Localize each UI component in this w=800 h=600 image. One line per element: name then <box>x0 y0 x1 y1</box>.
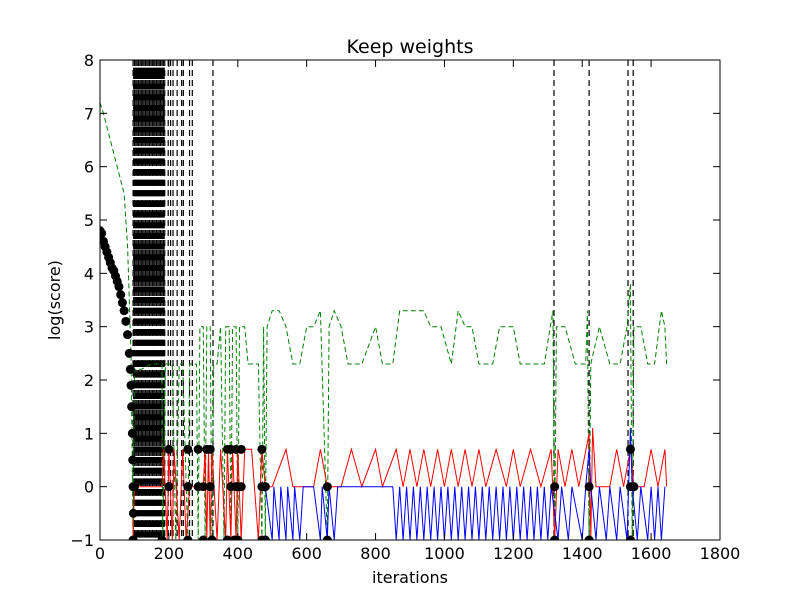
x-tick-label: 600 <box>291 544 322 563</box>
data-point <box>157 535 167 540</box>
data-point <box>117 298 127 308</box>
data-point <box>207 535 217 540</box>
x-axis-label: iterations <box>372 568 448 587</box>
chart-title: Keep weights <box>347 36 474 58</box>
data-point <box>550 482 560 492</box>
axis-ticks: 0 200 400 600 800 1000 1200 1400 1600 1800−101234… <box>70 51 740 563</box>
data-point <box>584 482 594 492</box>
data-point <box>127 402 137 412</box>
y-tick-label: 5 <box>84 211 94 230</box>
x-tick-label: 1200 <box>493 544 534 563</box>
data-point <box>183 482 193 492</box>
data-point <box>128 535 138 540</box>
data-point <box>198 535 208 540</box>
data-point <box>322 535 332 540</box>
data-point <box>629 482 639 492</box>
x-tick-label: 400 <box>223 544 254 563</box>
data-point <box>236 444 246 454</box>
y-tick-label: 7 <box>84 104 94 123</box>
y-tick-label: 3 <box>84 318 94 337</box>
data-point <box>260 535 270 540</box>
y-tick-label: 6 <box>84 158 94 177</box>
series-blue-line <box>264 427 666 540</box>
data-point <box>236 482 246 492</box>
data-point <box>119 306 129 316</box>
plot-frame <box>99 59 721 541</box>
y-tick-label: 4 <box>84 264 94 283</box>
series-green-dashed <box>100 102 668 540</box>
data-point <box>100 228 107 238</box>
data-point <box>257 444 267 454</box>
data-point <box>126 380 136 390</box>
data-point <box>121 316 131 326</box>
data-point <box>198 482 208 492</box>
x-tick-label: 1600 <box>631 544 672 563</box>
x-tick-label: 200 <box>154 544 185 563</box>
x-tick-label: 1800 <box>700 544 741 563</box>
data-point <box>584 535 594 540</box>
data-point <box>123 330 133 340</box>
x-tick-label: 1400 <box>562 544 603 563</box>
plot-area <box>100 60 668 540</box>
data-point <box>128 508 138 518</box>
y-axis-label: log(score) <box>45 260 64 340</box>
data-point <box>193 444 203 454</box>
data-point <box>125 364 135 374</box>
data-point <box>164 482 174 492</box>
data-point <box>129 482 139 492</box>
data-point <box>260 482 270 492</box>
data-point <box>116 290 126 300</box>
y-tick-label: 2 <box>84 371 94 390</box>
data-point <box>183 535 193 540</box>
x-tick-label: 800 <box>360 544 391 563</box>
y-tick-label: 0 <box>84 478 94 497</box>
data-point <box>114 282 124 292</box>
data-point <box>128 455 138 465</box>
x-tick-label: 1000 <box>424 544 465 563</box>
data-point <box>127 428 137 438</box>
y-tick-label: −1 <box>70 531 94 550</box>
data-point <box>322 482 332 492</box>
data-point <box>205 482 215 492</box>
x-tick-label: 0 <box>95 544 105 563</box>
data-point <box>205 444 215 454</box>
y-tick-label: 8 <box>84 51 94 70</box>
data-point <box>124 348 134 358</box>
data-point <box>550 535 560 540</box>
y-tick-label: 1 <box>84 424 94 443</box>
data-point <box>164 444 174 454</box>
data-point <box>222 535 232 540</box>
series-red-line <box>132 427 668 540</box>
data-point <box>625 535 635 540</box>
data-point <box>625 444 635 454</box>
data-point <box>183 444 193 454</box>
